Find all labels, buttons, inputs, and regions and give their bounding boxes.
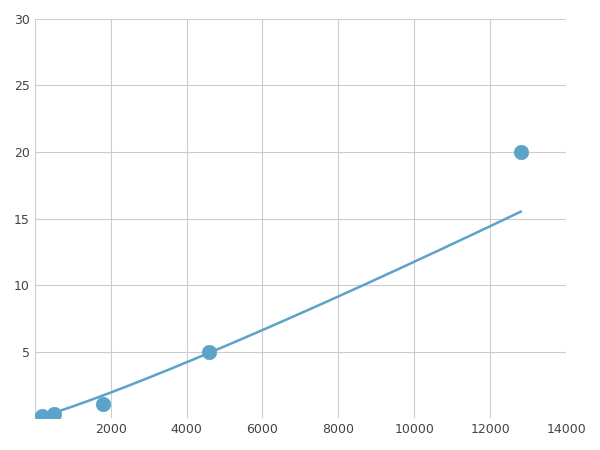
- Point: [205, 348, 214, 356]
- Point: [37, 412, 47, 419]
- Point: [516, 148, 526, 156]
- Point: [98, 400, 108, 407]
- Point: [49, 410, 58, 417]
